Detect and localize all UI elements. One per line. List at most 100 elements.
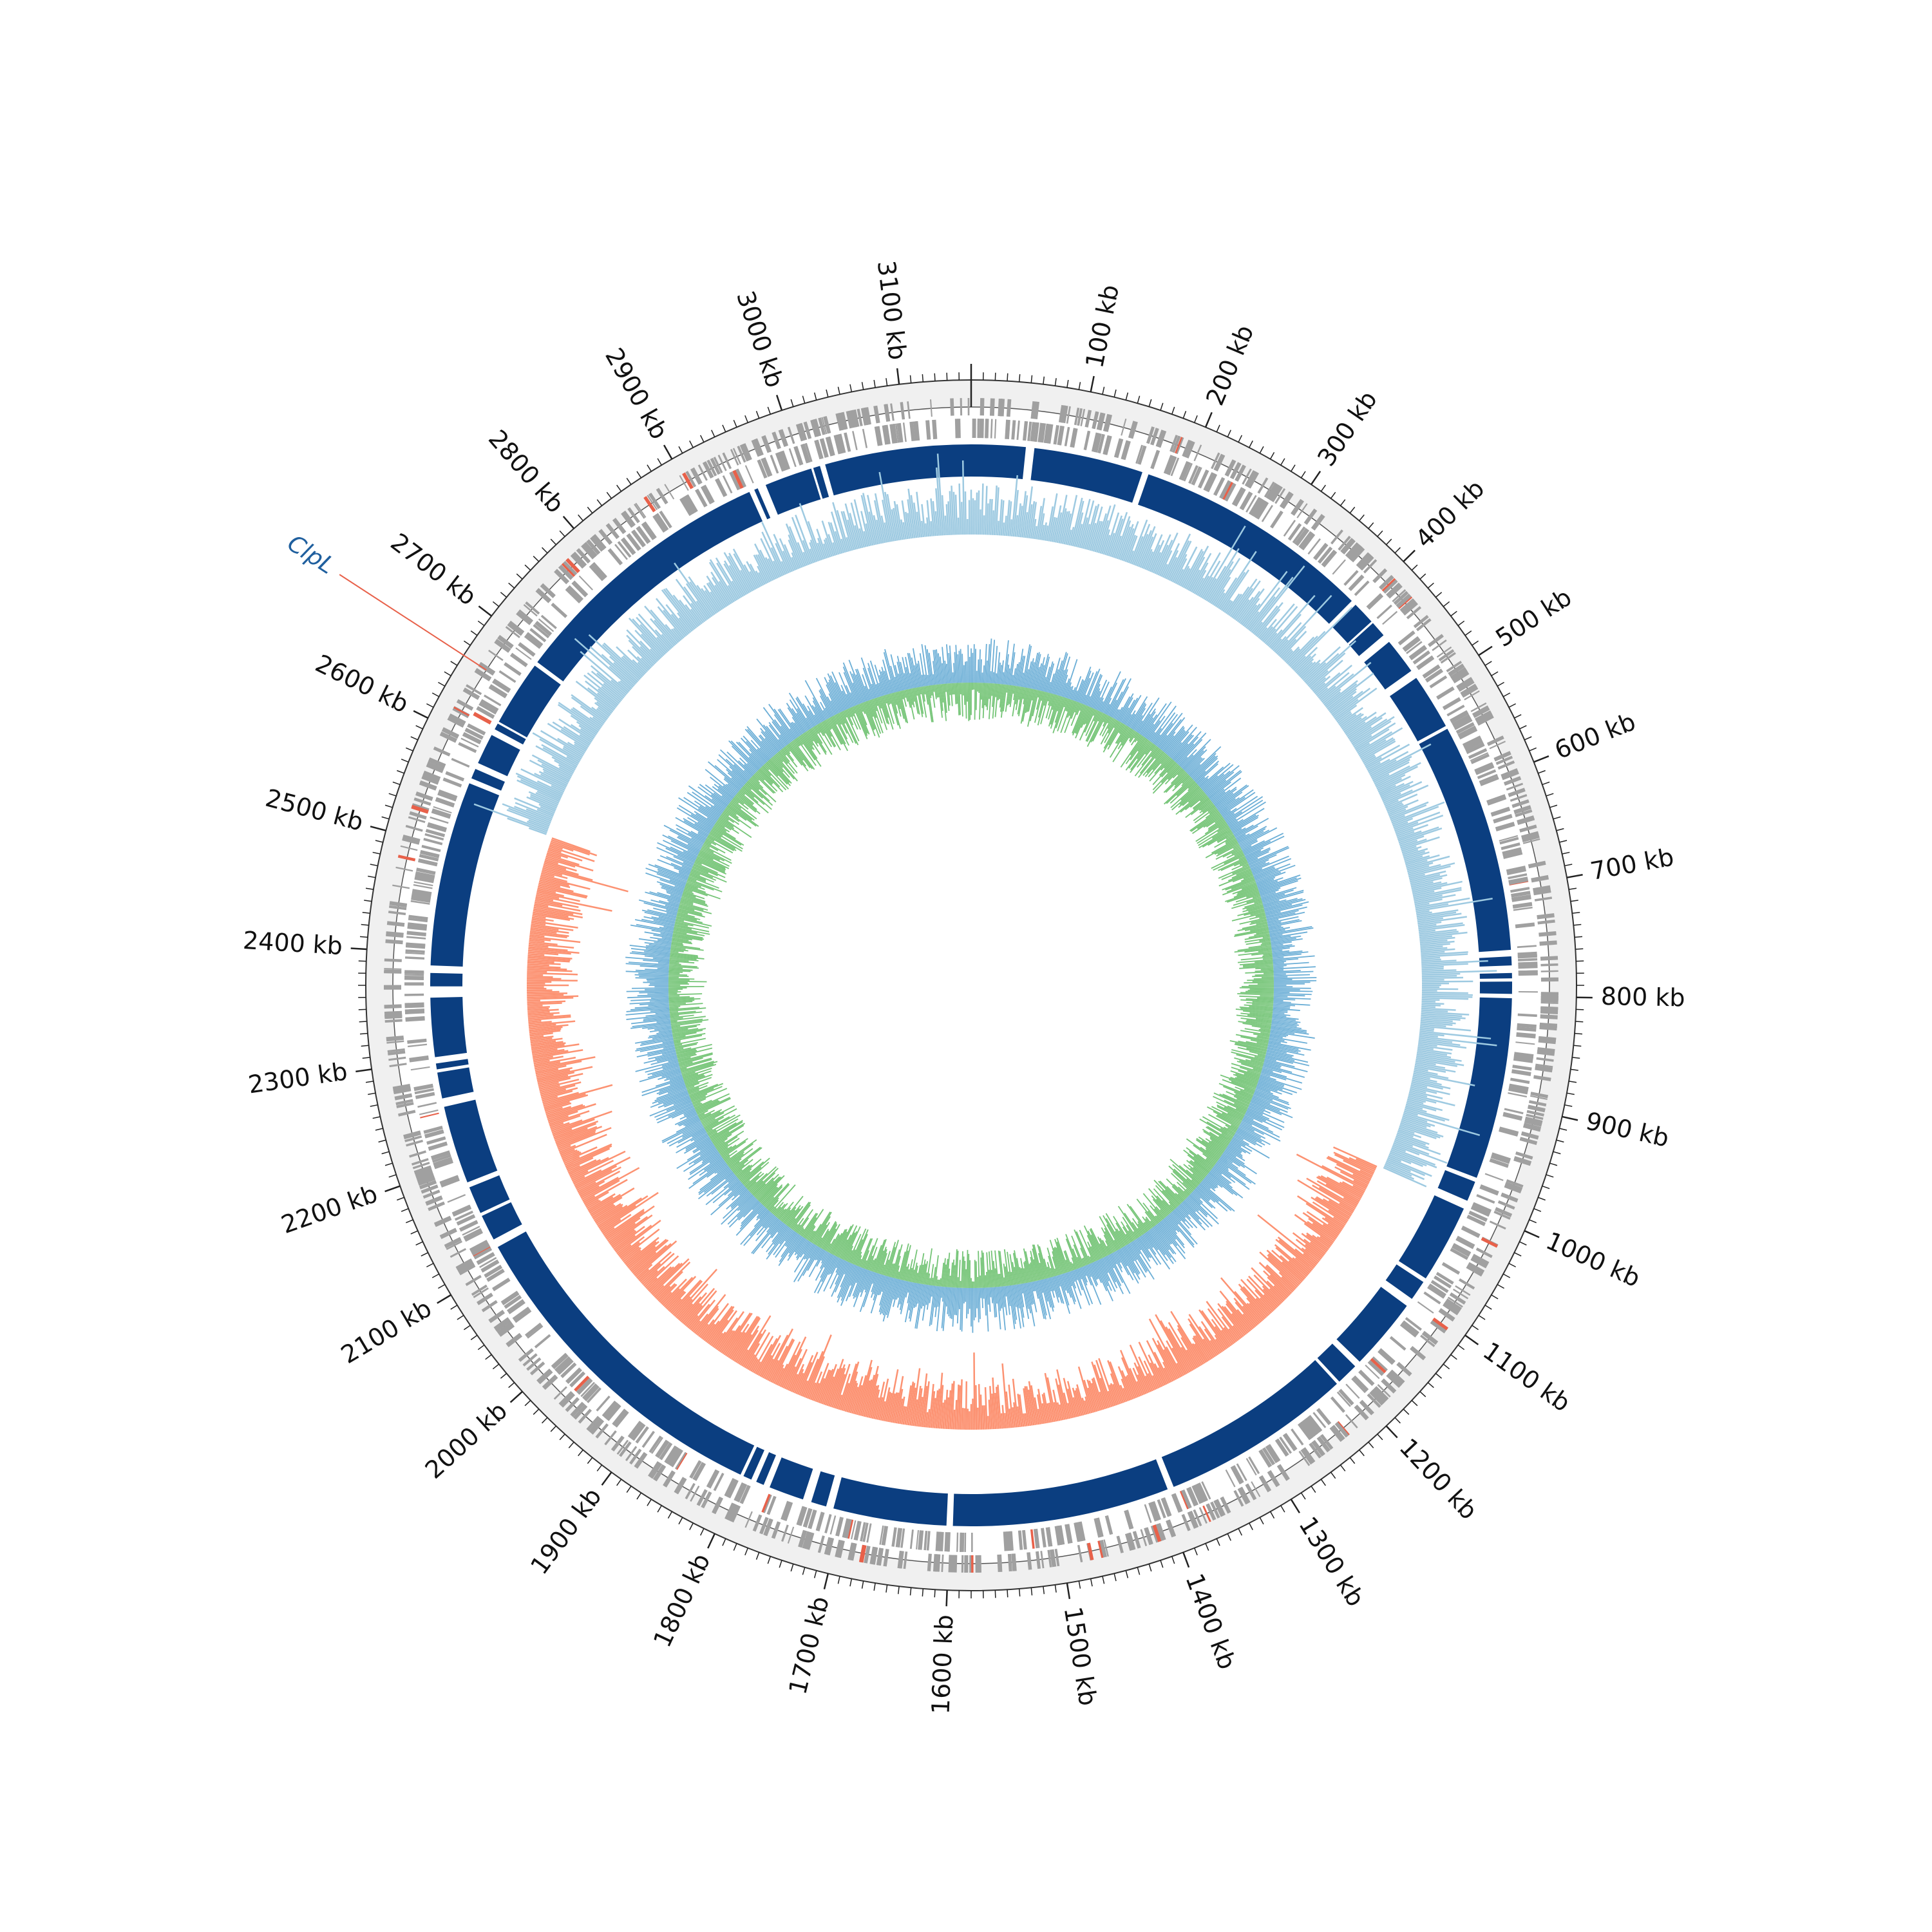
gc-bar [985, 1287, 989, 1332]
at-bar [699, 1110, 715, 1119]
gene-tick [626, 533, 641, 551]
gc-skew-bar [757, 565, 768, 584]
gene-tick [394, 1093, 413, 1101]
gene-tick [1531, 875, 1549, 883]
gc-skew-bar [527, 972, 578, 976]
gc-skew-bar [930, 1391, 936, 1428]
gc-skew-bar [533, 1056, 564, 1063]
at-bar [1224, 1106, 1244, 1117]
gene-tick [1230, 1466, 1242, 1484]
gene-tick [1524, 1118, 1542, 1127]
gc-skew-bar [1363, 755, 1376, 764]
gc-skew-bar [1259, 618, 1277, 640]
gc-bar [1209, 788, 1225, 800]
gene-tick [1495, 755, 1513, 765]
gc-bar [1203, 1179, 1215, 1189]
gc-bar [1214, 788, 1237, 806]
gene-tick [1224, 459, 1235, 477]
gene-tick [462, 1226, 480, 1236]
gc-skew-bar [1410, 881, 1434, 888]
gene-tick [590, 536, 605, 552]
gc-skew-bar [1104, 512, 1120, 556]
gene-tick [421, 844, 441, 853]
gc-bar [1272, 1013, 1291, 1016]
at-bar [1214, 841, 1238, 855]
gc-skew-bar [556, 1130, 596, 1147]
gc-skew-bar [1023, 1413, 1027, 1427]
at-bar [1083, 1225, 1101, 1260]
gc-skew-bar [1421, 991, 1468, 994]
gc-bar [1247, 857, 1258, 864]
gc-skew-bar [527, 954, 573, 960]
gene-tick [1517, 1023, 1537, 1028]
at-bar [1002, 685, 1007, 712]
gc-bar [1226, 811, 1243, 823]
gc-skew-bar [902, 522, 907, 540]
gc-bar [1268, 920, 1302, 928]
gc-bar [1263, 1064, 1293, 1073]
at-bar [1068, 701, 1076, 716]
gc-skew-bar [636, 616, 668, 653]
gc-skew-bar [696, 600, 710, 620]
gene-tick [1449, 1292, 1466, 1305]
gc-skew-bar [1312, 676, 1331, 692]
gc-skew-bar [715, 1317, 739, 1350]
gc-bar [896, 1280, 905, 1308]
gc-skew-bar [515, 802, 553, 819]
at-bar [833, 1229, 848, 1256]
gc-skew-bar [1327, 1223, 1341, 1233]
gene-tick [1300, 1448, 1314, 1465]
gc-skew-bar [1084, 1400, 1090, 1414]
gc-skew-bar [533, 1049, 583, 1059]
gc-skew-bar [977, 490, 980, 535]
gc-bar [1196, 1187, 1211, 1200]
gc-skew-bar [1296, 658, 1314, 675]
gc-bar [1273, 961, 1309, 966]
gene-tick [1224, 482, 1236, 502]
gc-bar [1204, 770, 1231, 793]
gc-skew-bar [706, 575, 728, 607]
gene-tick [853, 1520, 862, 1541]
gc-skew-bar [1385, 793, 1418, 809]
gc-skew-bar [1387, 1159, 1425, 1177]
gene-tick [1146, 426, 1155, 444]
gc-skew-bar [1421, 1007, 1456, 1011]
gc-bar [1066, 1272, 1073, 1287]
at-bar [765, 1182, 790, 1209]
gc-bar [1232, 1137, 1246, 1146]
gc-skew-bar [788, 539, 801, 569]
at-bar [811, 1211, 832, 1244]
gc-skew-bar [799, 503, 821, 561]
gc-bar [1262, 891, 1304, 904]
gc-skew-bar [1081, 500, 1095, 549]
gc-skew-bar [886, 494, 896, 542]
block-gap [1379, 1279, 1414, 1307]
gc-bar [1126, 1245, 1146, 1278]
gene-tick [1506, 1179, 1524, 1188]
gc-skew-bar [539, 1084, 560, 1092]
gc-skew-bar [530, 929, 557, 934]
at-bar [1085, 708, 1094, 724]
at-bar [1217, 824, 1229, 833]
gc-skew-bar [1240, 598, 1260, 625]
gc-bar [1173, 743, 1189, 761]
gc-bar [1186, 1198, 1199, 1211]
gc-skew-bar [729, 1316, 759, 1359]
gc-bar [756, 1208, 768, 1221]
gc-skew-bar [527, 995, 579, 999]
gc-skew-bar [1263, 1294, 1278, 1309]
at-bar [1097, 712, 1103, 722]
gc-bar [1166, 730, 1186, 755]
gene-tick [903, 1551, 908, 1569]
gene-tick [1517, 945, 1537, 949]
gc-skew-bar [1188, 1314, 1218, 1356]
gc-skew-bar [1414, 898, 1443, 905]
gc-skew-bar [634, 1243, 672, 1276]
gc-skew-bar [1321, 1165, 1367, 1189]
gc-bar [907, 1282, 913, 1303]
gene-tick [410, 900, 430, 905]
at-bar [1032, 690, 1039, 717]
gene-tick [1182, 439, 1192, 457]
gc-skew-bar [1409, 1090, 1443, 1099]
gc-skew-bar [1129, 1368, 1142, 1396]
